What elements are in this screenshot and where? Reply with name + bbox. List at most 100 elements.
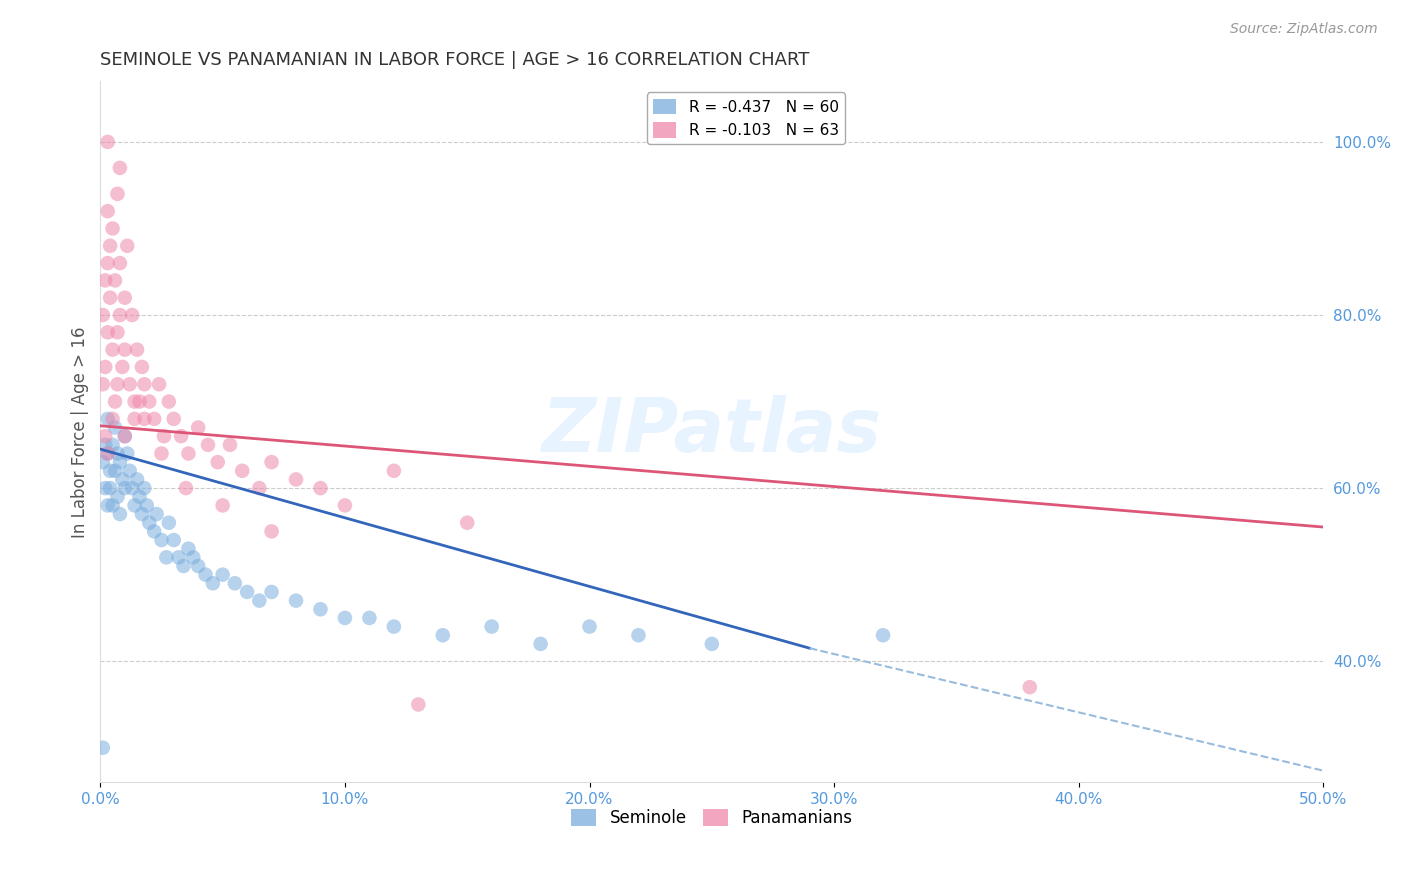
Point bbox=[260, 585, 283, 599]
Point bbox=[134, 481, 156, 495]
Point bbox=[143, 412, 166, 426]
Point bbox=[131, 507, 153, 521]
Point bbox=[111, 472, 134, 486]
Point bbox=[98, 239, 121, 253]
Text: Source: ZipAtlas.com: Source: ZipAtlas.com bbox=[1230, 22, 1378, 37]
Point bbox=[125, 472, 148, 486]
Point bbox=[97, 446, 120, 460]
Point bbox=[872, 628, 894, 642]
Point bbox=[174, 481, 197, 495]
Point bbox=[207, 455, 229, 469]
Point bbox=[163, 533, 186, 547]
Point bbox=[181, 550, 204, 565]
Point bbox=[91, 740, 114, 755]
Point bbox=[247, 481, 270, 495]
Point bbox=[456, 516, 478, 530]
Text: SEMINOLE VS PANAMANIAN IN LABOR FORCE | AGE > 16 CORRELATION CHART: SEMINOLE VS PANAMANIAN IN LABOR FORCE | … bbox=[100, 51, 810, 69]
Point bbox=[187, 420, 209, 434]
Point bbox=[260, 455, 283, 469]
Point bbox=[408, 698, 430, 712]
Point bbox=[150, 446, 173, 460]
Point bbox=[101, 412, 124, 426]
Point bbox=[333, 611, 356, 625]
Point bbox=[94, 359, 117, 374]
Point bbox=[382, 619, 405, 633]
Point bbox=[107, 186, 129, 201]
Point bbox=[104, 464, 127, 478]
Point bbox=[114, 343, 136, 357]
Point bbox=[135, 499, 157, 513]
Point bbox=[173, 559, 195, 574]
Point bbox=[201, 576, 224, 591]
Y-axis label: In Labor Force | Age > 16: In Labor Force | Age > 16 bbox=[72, 326, 89, 538]
Point bbox=[138, 394, 160, 409]
Point bbox=[145, 507, 167, 521]
Point bbox=[107, 490, 129, 504]
Point bbox=[111, 359, 134, 374]
Point bbox=[529, 637, 551, 651]
Point bbox=[359, 611, 381, 625]
Point bbox=[150, 533, 173, 547]
Point bbox=[97, 499, 120, 513]
Legend: Seminole, Panamanians: Seminole, Panamanians bbox=[564, 802, 859, 834]
Point bbox=[177, 446, 200, 460]
Point bbox=[97, 412, 120, 426]
Point bbox=[94, 481, 117, 495]
Point bbox=[91, 455, 114, 469]
Point bbox=[382, 464, 405, 478]
Point bbox=[134, 377, 156, 392]
Point bbox=[94, 429, 117, 443]
Point bbox=[124, 394, 146, 409]
Point bbox=[107, 446, 129, 460]
Point bbox=[627, 628, 650, 642]
Point bbox=[128, 490, 150, 504]
Point bbox=[155, 550, 177, 565]
Point bbox=[1018, 680, 1040, 694]
Point bbox=[157, 516, 180, 530]
Point bbox=[131, 359, 153, 374]
Point bbox=[247, 593, 270, 607]
Point bbox=[211, 567, 233, 582]
Point bbox=[104, 394, 127, 409]
Point bbox=[285, 593, 308, 607]
Point bbox=[138, 516, 160, 530]
Point bbox=[700, 637, 723, 651]
Point bbox=[148, 377, 170, 392]
Point bbox=[104, 420, 127, 434]
Point bbox=[91, 308, 114, 322]
Point bbox=[170, 429, 193, 443]
Point bbox=[432, 628, 454, 642]
Point bbox=[108, 507, 131, 521]
Point bbox=[108, 161, 131, 175]
Point bbox=[101, 221, 124, 235]
Point bbox=[114, 481, 136, 495]
Point bbox=[194, 567, 217, 582]
Point bbox=[121, 481, 143, 495]
Point bbox=[118, 377, 141, 392]
Point bbox=[236, 585, 259, 599]
Point bbox=[333, 499, 356, 513]
Point bbox=[97, 326, 120, 340]
Point bbox=[107, 377, 129, 392]
Point bbox=[124, 499, 146, 513]
Point bbox=[121, 308, 143, 322]
Point bbox=[197, 438, 219, 452]
Point bbox=[108, 455, 131, 469]
Point bbox=[108, 308, 131, 322]
Point bbox=[163, 412, 186, 426]
Point bbox=[114, 429, 136, 443]
Point bbox=[128, 394, 150, 409]
Point bbox=[118, 464, 141, 478]
Point bbox=[97, 204, 120, 219]
Point bbox=[97, 256, 120, 270]
Point bbox=[124, 412, 146, 426]
Point bbox=[101, 499, 124, 513]
Point bbox=[98, 291, 121, 305]
Point bbox=[98, 481, 121, 495]
Point bbox=[91, 377, 114, 392]
Point bbox=[285, 472, 308, 486]
Point bbox=[101, 438, 124, 452]
Point bbox=[260, 524, 283, 539]
Point bbox=[211, 499, 233, 513]
Point bbox=[97, 446, 120, 460]
